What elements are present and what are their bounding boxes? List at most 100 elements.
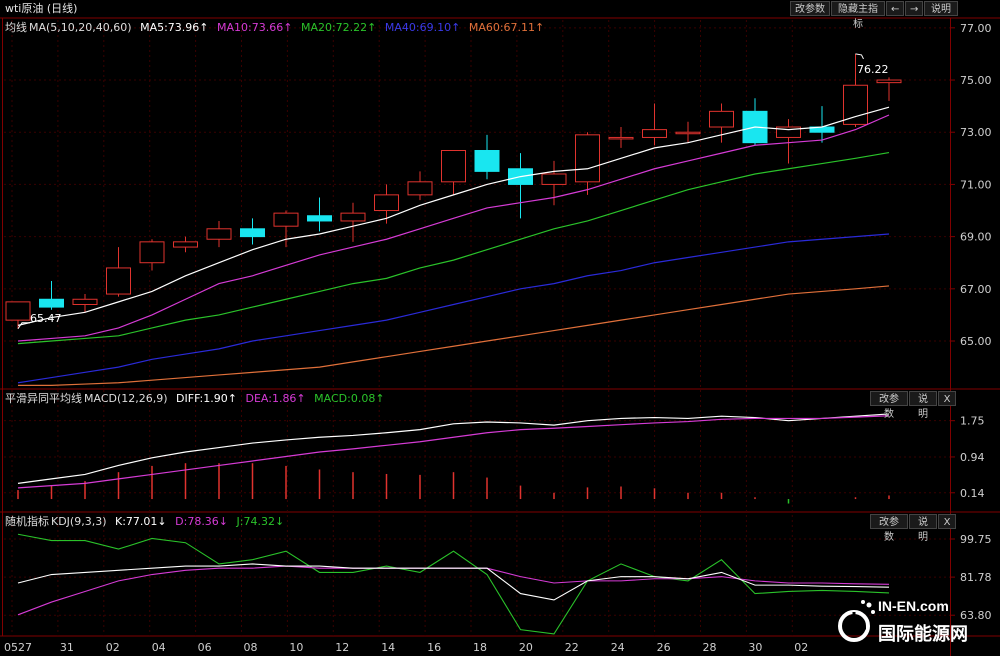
d-label: D:78.36↓ bbox=[175, 515, 229, 528]
x-tick-label: 12 bbox=[335, 641, 349, 654]
candle-down bbox=[307, 215, 332, 222]
ma60-line bbox=[18, 285, 890, 386]
candle-up bbox=[407, 181, 433, 196]
diff-line bbox=[17, 413, 890, 484]
j-label: J:74.32↓ bbox=[236, 515, 285, 528]
macd-header-params: MACD(12,26,9) bbox=[84, 392, 168, 405]
ma-header: 均线 MA(5,10,20,40,60) MA5:73.96↑ MA10:73.6… bbox=[5, 20, 549, 36]
diff-label: DIFF:1.90↑ bbox=[176, 392, 237, 405]
candle-down bbox=[240, 228, 265, 238]
y-tick-label: 67.00 bbox=[960, 283, 992, 296]
candle-down bbox=[39, 298, 64, 308]
ma-header-params: MA(5,10,20,40,60) bbox=[29, 21, 132, 34]
candle-up bbox=[72, 298, 98, 305]
kdj-help-button[interactable]: 说明 bbox=[909, 514, 937, 543]
ma-header-name: 均线 bbox=[5, 21, 27, 34]
candle-up bbox=[575, 134, 600, 183]
candle-down bbox=[474, 149, 500, 172]
x-tick-label: 30 bbox=[748, 641, 762, 654]
x-tick-label: 06 bbox=[198, 641, 212, 654]
x-tick-label: 20 bbox=[519, 641, 533, 654]
candle-up bbox=[675, 131, 701, 135]
candle-down bbox=[742, 110, 768, 144]
candle-up bbox=[642, 129, 667, 138]
candle-up bbox=[876, 79, 902, 84]
right-arrow-button[interactable]: → bbox=[905, 1, 923, 16]
help-button[interactable]: 说明 bbox=[924, 1, 958, 16]
high-price-callout: 76.22 bbox=[857, 63, 889, 76]
d-line bbox=[17, 565, 890, 616]
x-tick-label: 02 bbox=[794, 641, 808, 654]
candle-up bbox=[608, 136, 634, 140]
x-tick-label: 28 bbox=[703, 641, 717, 654]
ma20-label: MA20:72.22↑ bbox=[300, 21, 377, 34]
macd-close-button[interactable]: X bbox=[938, 391, 956, 406]
ma60-label: MA60:67.11↑ bbox=[468, 21, 545, 34]
macd-help-button[interactable]: 说明 bbox=[909, 391, 937, 420]
y-tick-label: 71.00 bbox=[960, 178, 992, 191]
y-tick-label: 69.00 bbox=[960, 231, 992, 244]
candle-up bbox=[843, 84, 868, 125]
y-tick-label: 77.00 bbox=[960, 22, 992, 35]
macd-params-button[interactable]: 改参数 bbox=[870, 391, 908, 420]
x-tick-label: 24 bbox=[611, 641, 625, 654]
x-tick-label: 14 bbox=[381, 641, 395, 654]
y-tick-label: 1.75 bbox=[960, 415, 985, 428]
macd-panel: 1.75 0.94 0.14 bbox=[4, 413, 985, 504]
j-line bbox=[17, 533, 890, 635]
y-tick-label: 63.80 bbox=[960, 609, 992, 622]
x-tick-label: 31 bbox=[60, 641, 74, 654]
ma10-line bbox=[17, 114, 890, 342]
candle-up bbox=[206, 228, 232, 240]
hide-indicator-button[interactable]: 隐藏主指标 bbox=[831, 1, 885, 30]
candle-up bbox=[441, 149, 466, 183]
macd-header-name: 平滑异同平均线 bbox=[5, 392, 82, 405]
grid-layer: 0527 31 02 04 06 08 10 12 14 16 18 20 22 24 26 28 30 02 bbox=[0, 17, 1000, 656]
ma5-label: MA5:73.96↑ bbox=[140, 21, 209, 34]
kdj-close-button[interactable]: X bbox=[938, 514, 956, 529]
kdj-panel: 99.75 81.78 63.80 bbox=[4, 533, 992, 635]
x-tick-label: 16 bbox=[427, 641, 441, 654]
ma5-line bbox=[17, 106, 890, 326]
low-price-callout: 65.47 bbox=[30, 312, 62, 325]
candle-up bbox=[139, 241, 165, 264]
ma20-line bbox=[17, 151, 890, 345]
candle-up bbox=[541, 173, 567, 185]
main-price-panel: 77.00 75.00 73.00 71.00 69.00 67.00 65.00 bbox=[4, 22, 992, 386]
params-button[interactable]: 改参数 bbox=[790, 1, 830, 16]
candle-up bbox=[173, 241, 198, 248]
kdj-params-button[interactable]: 改参数 bbox=[870, 514, 908, 543]
candle-up bbox=[340, 212, 366, 222]
ma40-line bbox=[17, 233, 890, 384]
k-line bbox=[17, 563, 890, 601]
y-tick-label: 73.00 bbox=[960, 126, 992, 139]
kdj-header: 随机指标 KDJ(9,3,3) K:77.01↓ D:78.36↓ J:74.32… bbox=[5, 514, 289, 530]
y-tick-label: 0.14 bbox=[960, 487, 985, 500]
x-tick-label: 18 bbox=[473, 641, 487, 654]
x-tick-label: 0527 bbox=[4, 641, 32, 654]
site-logo: IN-EN.com 国际能源网 bbox=[832, 596, 996, 652]
macd-label: MACD:0.08↑ bbox=[314, 392, 385, 405]
window-title: wti原油 (日线) bbox=[5, 2, 78, 15]
x-tick-label: 22 bbox=[565, 641, 579, 654]
candle-up bbox=[374, 194, 399, 212]
x-tick-label: 04 bbox=[152, 641, 166, 654]
y-tick-label: 75.00 bbox=[960, 74, 992, 87]
kdj-header-name: 随机指标 bbox=[5, 515, 49, 528]
ma40-label: MA40:69.10↑ bbox=[384, 21, 461, 34]
kdj-header-params: KDJ(9,3,3) bbox=[51, 515, 107, 528]
candle-up bbox=[106, 267, 131, 295]
high-callout-line bbox=[855, 53, 864, 60]
left-arrow-button[interactable]: ← bbox=[886, 1, 904, 16]
dea-label: DEA:1.86↑ bbox=[245, 392, 306, 405]
candle-up bbox=[776, 126, 801, 138]
x-tick-label: 26 bbox=[657, 641, 671, 654]
y-tick-label: 99.75 bbox=[960, 533, 992, 546]
candle-up bbox=[273, 212, 299, 227]
candle-up bbox=[709, 110, 734, 128]
low-callout-line bbox=[17, 322, 30, 330]
y-tick-label: 81.78 bbox=[960, 571, 992, 584]
k-label: K:77.01↓ bbox=[115, 515, 167, 528]
dea-line bbox=[17, 415, 890, 489]
